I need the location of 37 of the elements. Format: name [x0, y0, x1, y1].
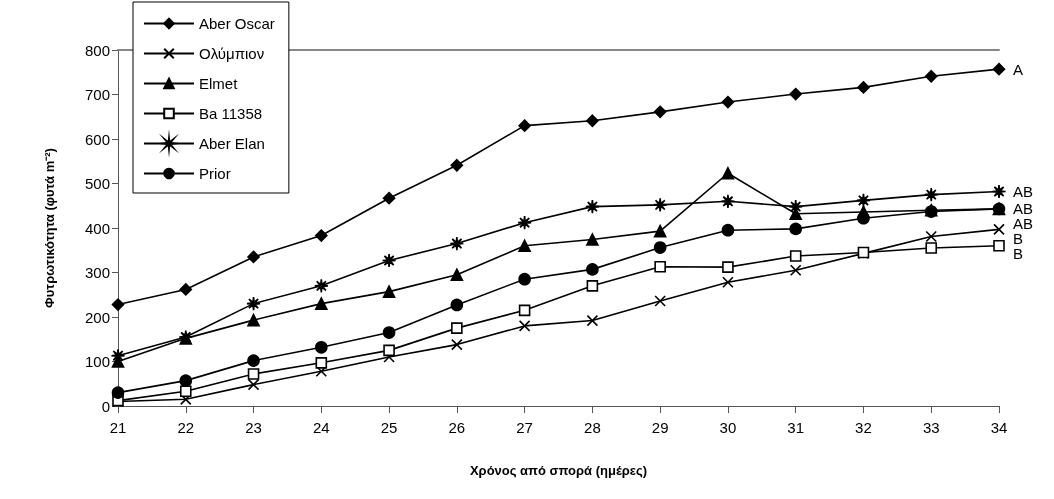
x-tick-label: 21 — [109, 419, 127, 436]
y-axis-title: Φυτρωτικότητα (φυτά m⁻²) — [42, 148, 57, 308]
x-tick-label: 22 — [177, 419, 195, 436]
legend-label: Prior — [199, 165, 231, 182]
legend-label: Ολύμπιον — [199, 45, 265, 62]
y-tick-label: 300 — [84, 264, 110, 281]
legend-label: Elmet — [199, 75, 239, 92]
x-tick-label: 33 — [922, 419, 940, 436]
x-tick-label: 24 — [312, 419, 330, 436]
x-tick-label: 29 — [651, 419, 669, 436]
y-tick-label: 100 — [84, 353, 110, 370]
annotation: B — [1013, 245, 1024, 263]
x-tick-label: 30 — [719, 419, 737, 436]
y-tick-label: 800 — [84, 41, 110, 59]
x-tick-label: 32 — [855, 419, 872, 436]
legend-label: Aber Oscar — [199, 15, 275, 32]
y-tick-label: 700 — [84, 86, 110, 103]
x-tick-label: 27 — [516, 419, 533, 436]
y-tick-label: 0 — [101, 397, 110, 415]
annotation: AB — [1013, 215, 1034, 233]
y-tick-label: 600 — [84, 130, 110, 148]
annotation: AB — [1013, 183, 1034, 201]
x-tick-label: 28 — [584, 419, 601, 436]
x-tick-label: 31 — [787, 419, 805, 436]
x-tick-label: 34 — [990, 419, 1008, 436]
x-tick-label: 25 — [380, 419, 398, 436]
y-tick-label: 500 — [84, 175, 110, 192]
x-axis-title: Χρόνος από σπορά (ημέρες) — [469, 463, 648, 478]
legend-label: Aber Elan — [199, 135, 265, 152]
legend-label: Ba 11358 — [199, 105, 263, 122]
annotation: A — [1013, 60, 1024, 78]
y-tick-label: 400 — [84, 219, 110, 237]
annotation: B — [1013, 230, 1024, 248]
x-tick-label: 26 — [448, 419, 466, 436]
x-tick-label: 23 — [245, 419, 262, 436]
y-tick-label: 200 — [84, 308, 110, 326]
annotation: AB — [1013, 200, 1034, 218]
